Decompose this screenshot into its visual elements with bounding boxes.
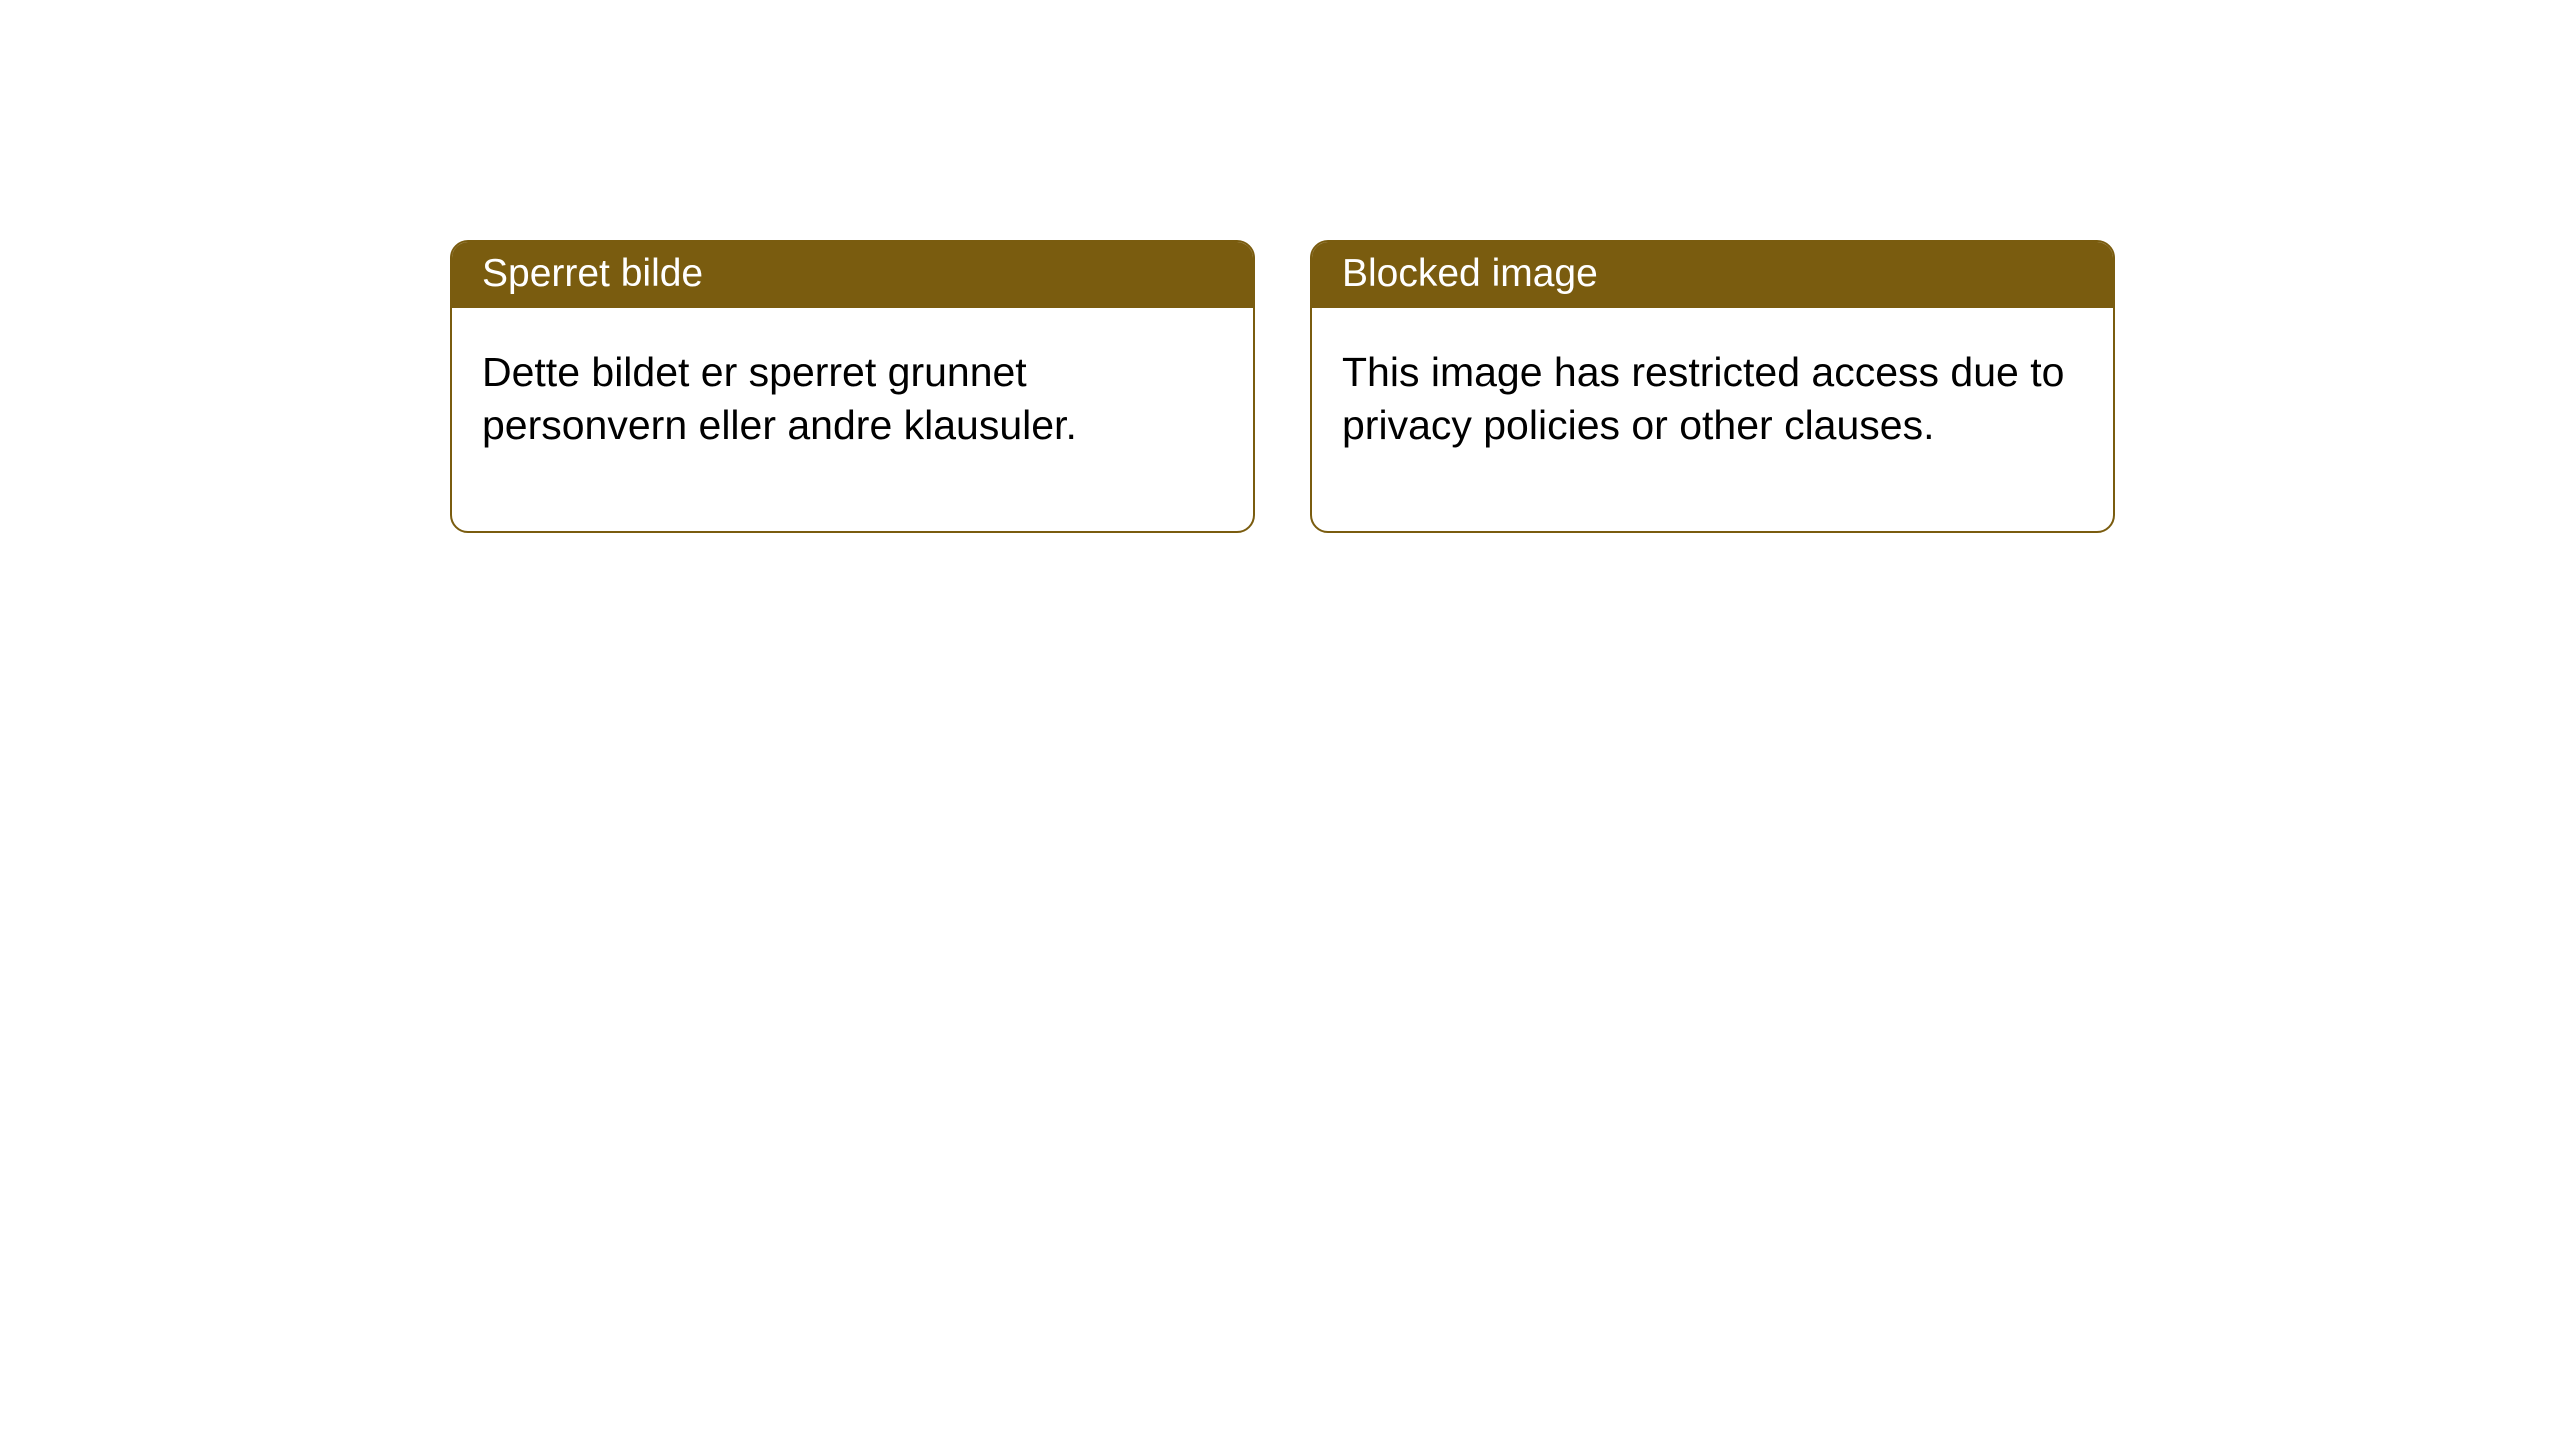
notice-card-english: Blocked image This image has restricted … [1310,240,2115,533]
notice-card-body: Dette bildet er sperret grunnet personve… [452,308,1253,531]
notice-card-body: This image has restricted access due to … [1312,308,2113,531]
notice-card-title: Blocked image [1312,242,2113,308]
notice-container: Sperret bilde Dette bildet er sperret gr… [450,240,2115,533]
notice-card-title: Sperret bilde [452,242,1253,308]
notice-card-norwegian: Sperret bilde Dette bildet er sperret gr… [450,240,1255,533]
